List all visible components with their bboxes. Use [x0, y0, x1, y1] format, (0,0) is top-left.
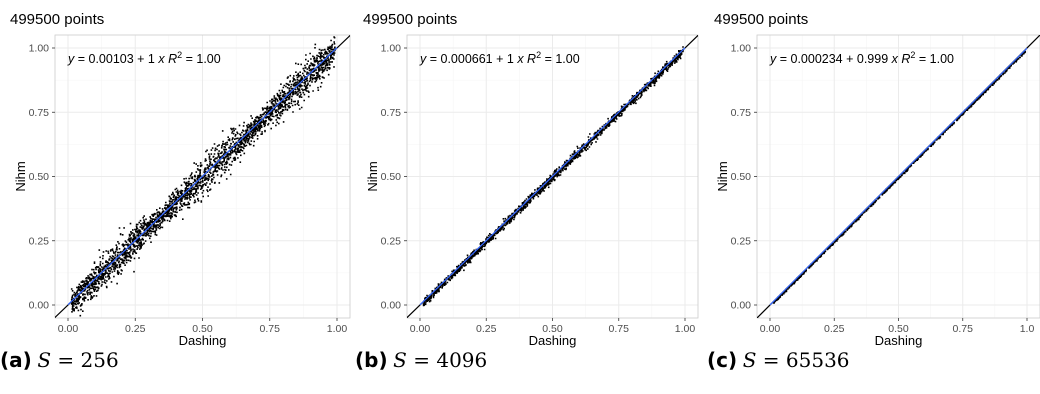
- y-tick-label: 0.75: [29, 107, 50, 119]
- y-tick-label: 1.00: [29, 43, 50, 55]
- caption-a-eq: =: [51, 348, 81, 372]
- fit-line: [419, 47, 686, 306]
- x-tick-label: 1.0: [1020, 323, 1035, 335]
- panel-1: 0.00 0.25 0.50 0.75 1.00 0.00 0.25 0.50 0.75 1.00…: [363, 11, 699, 348]
- x-axis-label: Dashing: [179, 333, 227, 348]
- panel-2: 0.00 0.25 0.50 0.75 1.0 0.00 0.25 0.50 0.75 1.00 4…: [714, 11, 1040, 348]
- caption-a-var: S: [37, 348, 52, 372]
- caption-a: (a) S = 256: [0, 348, 119, 373]
- x-tick-label: 0.75: [953, 323, 974, 335]
- y-tick-label: 0.50: [381, 171, 402, 183]
- fit-line: [769, 47, 1028, 306]
- x-tick-label: 0.00: [760, 323, 781, 335]
- caption-c-var: S: [742, 348, 757, 372]
- caption-b-value: 4096: [436, 348, 488, 372]
- y-tick-label: 1.00: [731, 43, 752, 55]
- y-tick-label: 0.25: [731, 235, 752, 247]
- y-tick-label: 0.50: [731, 171, 752, 183]
- regression-annotation: y = 0.000661 + 1 x R2 = 1.00: [419, 50, 580, 66]
- caption-a-label: (a): [0, 348, 32, 372]
- y-tick-label: 0.25: [29, 235, 50, 247]
- y-tick-label: 0.00: [29, 300, 50, 312]
- caption-c-label: (c): [707, 348, 738, 372]
- regression-annotation: y = 0.00103 + 1 x R2 = 1.00: [67, 50, 221, 66]
- y-tick-label: 0.00: [381, 300, 402, 312]
- x-tick-label: 0.00: [410, 323, 431, 335]
- y-tick-label: 0.75: [381, 107, 402, 119]
- x-tick-label: 0.25: [824, 323, 845, 335]
- y-tick-label: 0.75: [731, 107, 752, 119]
- x-tick-label: 0.00: [58, 323, 79, 335]
- caption-b-eq: =: [406, 348, 437, 372]
- y-tick-label: 0.00: [731, 300, 752, 312]
- x-tick-label: 0.25: [125, 323, 146, 335]
- x-tick-label: 0.75: [609, 323, 630, 335]
- panel-0: 0.00 0.25 0.50 0.75 1.00 0.00 0.25 0.50 0.75 1.00…: [10, 11, 351, 348]
- x-tick-label: 0.50: [888, 323, 909, 335]
- caption-c-eq: =: [756, 348, 786, 372]
- scatter-cloud: [70, 36, 336, 317]
- y-tick-label: 0.50: [29, 171, 50, 183]
- caption-a-value: 256: [80, 348, 119, 372]
- y-tick-label: 0.25: [381, 235, 402, 247]
- regression-annotation: y = 0.000234 + 0.999 x R2 = 1.00: [769, 50, 954, 66]
- x-tick-label: 0.75: [260, 323, 281, 335]
- x-axis-label: Dashing: [875, 333, 923, 348]
- scatter-cloud: [772, 50, 1026, 304]
- y-axis-label: Nihm: [365, 161, 380, 191]
- y-axis-label: Nihm: [13, 161, 28, 191]
- caption-c-value: 65536: [785, 348, 850, 372]
- x-tick-label: 1.00: [675, 323, 696, 335]
- x-tick-label: 0.25: [476, 323, 497, 335]
- chart-title: 499500 points: [714, 11, 808, 28]
- x-tick-label: 0.50: [192, 323, 213, 335]
- scatter-points: [772, 50, 1026, 304]
- chart-title: 499500 points: [10, 11, 104, 28]
- caption-b-label: (b): [355, 348, 388, 372]
- fit-line: [67, 47, 338, 306]
- x-tick-label: 1.00: [327, 323, 348, 335]
- x-tick-label: 0.50: [542, 323, 563, 335]
- caption-c: (c) S = 65536: [707, 348, 850, 373]
- chart-title: 499500 points: [363, 11, 457, 28]
- caption-b-var: S: [393, 348, 407, 372]
- y-tick-label: 1.00: [381, 43, 402, 55]
- y-axis-label: Nihm: [715, 161, 730, 191]
- x-axis-label: Dashing: [529, 333, 577, 348]
- caption-b: (b) S = 4096: [355, 348, 487, 373]
- scatter-points: [70, 36, 336, 317]
